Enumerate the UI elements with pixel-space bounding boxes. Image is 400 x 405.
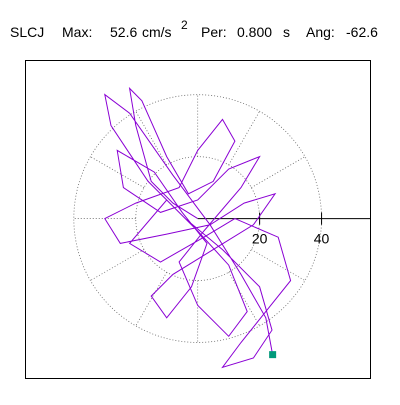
spoke [135,272,168,327]
x-tick-label: 40 [314,231,330,247]
spoke [228,272,260,327]
max-unit: cm/s [142,24,172,40]
plot-frame [25,60,371,379]
spoke [90,249,145,281]
ang-label: Ang: [306,24,335,40]
max-label: Max: [62,24,92,40]
trajectory [104,86,292,369]
spoke [228,111,260,166]
spoke [90,156,145,188]
per-unit: s [283,24,290,40]
per-value: 0.800 [237,24,272,40]
max-unit-sup: 2 [181,18,188,32]
spoke [135,111,168,166]
spoke [251,156,306,188]
max-value: 52.6 [110,24,137,40]
end-marker [269,351,277,359]
spoke [251,249,306,281]
per-label: Per: [201,24,227,40]
station: SLCJ [10,24,44,40]
ang-value: -62.6 [346,24,378,40]
x-tick-label: 20 [252,231,268,247]
